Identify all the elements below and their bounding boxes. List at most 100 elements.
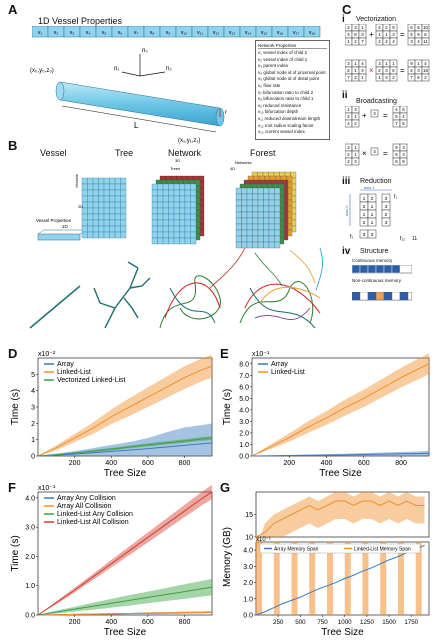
- forest-cell: [241, 205, 248, 213]
- bcast-out-value: 4: [395, 107, 398, 112]
- tree-cell: [81, 213, 88, 221]
- x-tick-label: 800: [179, 460, 191, 467]
- col-network: Network: [168, 148, 202, 158]
- chart-f: 200 400 600 800 0.0 1.0 2.0 3.0 4.0 Tree Size Time…: [10, 484, 213, 637]
- tree-cell: [109, 213, 116, 221]
- forest-cell: [246, 235, 253, 243]
- forest-render: [239, 281, 321, 329]
- net-cell-front: [190, 213, 197, 221]
- red-colsum-value: 3: [371, 232, 374, 238]
- net-cell-front: [157, 183, 164, 191]
- tree-cell: [92, 231, 99, 239]
- forest-cell: [252, 205, 259, 213]
- net-cell-front: [157, 231, 164, 239]
- tree-cell: [114, 201, 121, 209]
- y-tick-label: 0: [31, 454, 35, 461]
- vec-a-value: 2: [347, 25, 350, 30]
- tree-cell: [103, 201, 110, 209]
- tree-cell: [87, 201, 94, 209]
- network-properties-box: Network Properties v₁ vessel index of ch…: [255, 40, 330, 140]
- x-tick-label: 800: [179, 619, 191, 626]
- forest-cell: [274, 229, 281, 237]
- tree-cell: [81, 231, 88, 239]
- forest-cell: [274, 199, 281, 207]
- forest-cell: [263, 223, 270, 231]
- series-line: [37, 611, 213, 616]
- forest-cell: [235, 199, 242, 207]
- panel-f-label: F: [8, 480, 16, 495]
- net-cell-front: [168, 225, 175, 233]
- forest-cell: [246, 241, 253, 249]
- forest-cell: [263, 241, 270, 249]
- network-properties-title: Network Properties: [258, 43, 327, 49]
- variance-stripe: [326, 542, 333, 615]
- net-cell-front: [151, 207, 158, 215]
- section-i-title: Vectorization: [356, 16, 397, 23]
- y-tick-label: 15: [245, 512, 253, 519]
- net-cell-front: [168, 213, 175, 221]
- vecm-prod-value: 3: [417, 68, 420, 73]
- x-tick-label: 500: [295, 619, 306, 626]
- network-property-item: v₂ vessel index of child 1: [258, 56, 308, 62]
- x-tick-label: 600: [358, 460, 370, 467]
- strip-cell-label: v₄: [86, 30, 91, 36]
- net-cell-front: [168, 231, 175, 239]
- continuous-cell: [391, 265, 401, 274]
- tree-cell: [87, 189, 94, 197]
- network-grid: [151, 175, 205, 245]
- tree-cell: [109, 231, 116, 239]
- net-cell-front: [179, 195, 186, 203]
- forest-cell: [257, 241, 264, 249]
- vec-a-value: 4: [347, 32, 350, 37]
- strip-cell-label: v₁₄: [245, 30, 251, 36]
- vecm-prod-value: 4: [410, 68, 413, 73]
- y-tick-label: 3.0: [25, 525, 35, 532]
- vessels-axis-label: Vessels: [74, 174, 79, 188]
- tree-cell: [109, 189, 116, 197]
- net-cell-front: [184, 213, 191, 221]
- y-tick-label: 7.0: [239, 373, 249, 380]
- section-i-roman: i: [342, 14, 345, 25]
- forest-cell: [235, 211, 242, 219]
- tree-cell: [109, 219, 116, 227]
- bcastm-a-cell: [351, 157, 360, 166]
- tree-cell: [92, 183, 99, 191]
- forest-cell: [257, 235, 264, 243]
- networks-axis-label: Networks: [235, 160, 252, 165]
- series-line: [37, 442, 213, 457]
- legend-label: Array Any Collision: [57, 495, 116, 502]
- vec-sum-value: 5: [410, 32, 413, 37]
- y-tick-label: 5.0: [239, 396, 249, 403]
- x-tick-label: 400: [321, 460, 333, 467]
- forest-cell: [246, 199, 253, 207]
- panel-d-label: D: [8, 346, 18, 361]
- x-tick-label: 1750: [404, 619, 418, 626]
- vecm-prod-value: 7: [410, 75, 413, 80]
- forest-cell: [241, 187, 248, 195]
- forest-cell: [241, 199, 248, 207]
- net-cell-front: [190, 201, 197, 209]
- x-axis-label: Tree Size: [321, 627, 364, 637]
- vec-b-value: 2: [385, 39, 388, 44]
- tree-cell: [87, 225, 94, 233]
- red-matrix-value: 2: [363, 204, 366, 210]
- tree-cell: [103, 183, 110, 191]
- exponent-label: x10⁻¹: [256, 537, 271, 543]
- vecm-prod-cell: [421, 73, 430, 82]
- tree-cell: [120, 213, 127, 221]
- tree-cell: [87, 231, 94, 239]
- vec-a-value: 1: [347, 39, 350, 44]
- y-tick-label: 4.0: [243, 548, 253, 555]
- forest-cell: [235, 205, 242, 213]
- equals-sign: =: [383, 111, 388, 120]
- x-tick-label: 1000: [338, 619, 352, 626]
- network-property-item: v₁₁ reduced downstream length: [258, 115, 321, 121]
- tree-cell: [98, 177, 105, 185]
- tree-cell: [103, 195, 110, 203]
- tree-cell: [103, 219, 110, 227]
- y-tick-label: 5: [31, 372, 35, 379]
- tree-cell: [109, 177, 116, 185]
- vec-sum-cell: [421, 37, 430, 46]
- forest-cell: [268, 193, 275, 201]
- vec-a-cell: [358, 37, 367, 46]
